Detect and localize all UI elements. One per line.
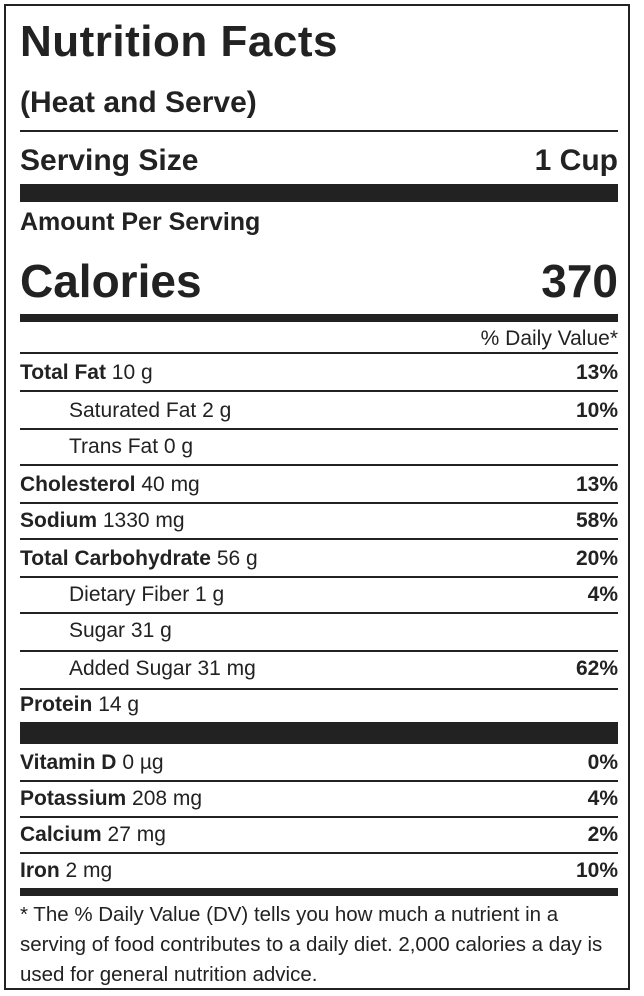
- vitamin-dv: 0%: [587, 750, 618, 774]
- divider: [20, 576, 618, 578]
- nutrient-name: Trans Fat: [69, 434, 159, 458]
- vitamin-row-iron: Iron 2 mg 10%: [20, 852, 618, 888]
- nutrient-row-total-fat: Total Fat 10 g 13%: [20, 354, 618, 390]
- daily-value-header: % Daily Value*: [480, 327, 618, 350]
- vitamin-amount: 0 µg: [122, 750, 164, 774]
- vitamin-name: Potassium: [20, 786, 127, 810]
- vitamin-name: Calcium: [20, 822, 102, 846]
- nutrient-name: Dietary Fiber: [69, 582, 190, 606]
- nutrient-dv: 13%: [575, 360, 618, 384]
- vitamin-dv: 10%: [575, 858, 618, 882]
- thick-divider: [20, 184, 618, 202]
- vitamin-amount: 2 mg: [65, 858, 113, 882]
- nutrient-dv: 58%: [575, 508, 618, 532]
- divider: [20, 688, 618, 690]
- nutrient-amount: 31 g: [130, 618, 172, 642]
- divider: [20, 816, 618, 818]
- nutrient-dv: 13%: [575, 472, 618, 496]
- vitamin-name: Iron: [20, 858, 60, 882]
- divider: [20, 428, 618, 430]
- nutrition-label: Nutrition Facts (Heat and Serve) Serving…: [4, 4, 630, 990]
- nutrient-amount: 1 g: [195, 582, 225, 606]
- nutrient-name: Sugar: [69, 618, 126, 642]
- divider: [20, 538, 618, 540]
- medium-divider: [20, 888, 618, 896]
- divider: [20, 130, 618, 132]
- nutrient-row-sugar: Sugar 31 g: [20, 612, 618, 648]
- nutrient-amount: 0 g: [163, 434, 194, 458]
- divider: [20, 780, 618, 782]
- nutrient-amount: 14 g: [98, 692, 140, 716]
- serving-size-row: Serving Size 1 Cup: [20, 146, 618, 176]
- amount-per-serving: Amount Per Serving: [20, 208, 261, 236]
- medium-divider: [20, 314, 618, 322]
- nutrient-row-sodium: Sodium 1330 mg 58%: [20, 502, 618, 538]
- divider: [20, 612, 618, 614]
- nutrient-name: Saturated Fat: [69, 398, 197, 422]
- nutrient-name: Sodium: [20, 508, 97, 532]
- nutrient-amount: 2 g: [202, 398, 232, 422]
- divider: [20, 650, 618, 652]
- divider: [20, 352, 618, 354]
- divider: [20, 464, 618, 466]
- nutrient-dv: 62%: [575, 656, 618, 680]
- label-title: Nutrition Facts: [20, 17, 338, 66]
- vitamin-row-calcium: Calcium 27 mg 2%: [20, 816, 618, 852]
- nutrient-dv: 20%: [575, 546, 618, 570]
- vitamin-row-vitamin-d: Vitamin D 0 µg 0%: [20, 744, 618, 780]
- nutrient-dv: 10%: [575, 398, 618, 422]
- calories-label: Calories: [20, 255, 202, 307]
- nutrient-name: Cholesterol: [20, 472, 136, 496]
- nutrient-row-dietary-fiber: Dietary Fiber 1 g 4%: [20, 576, 618, 612]
- nutrient-row-total-carbohydrate: Total Carbohydrate 56 g 20%: [20, 540, 618, 576]
- divider: [20, 502, 618, 504]
- nutrient-name: Added Sugar: [69, 656, 192, 680]
- nutrient-row-added-sugar: Added Sugar 31 mg 62%: [20, 650, 618, 686]
- vitamin-amount: 27 mg: [107, 822, 166, 846]
- footnote: * The % Daily Value (DV) tells you how m…: [20, 903, 603, 986]
- nutrient-row-cholesterol: Cholesterol 40 mg 13%: [20, 466, 618, 502]
- serving-size-label: Serving Size: [20, 144, 199, 177]
- vitamin-amount: 208 mg: [132, 786, 203, 810]
- vitamin-name: Vitamin D: [20, 750, 117, 774]
- nutrient-name: Protein: [20, 692, 93, 716]
- vitamin-dv: 2%: [587, 822, 618, 846]
- calories-value: 370: [541, 255, 618, 307]
- divider: [20, 852, 618, 854]
- nutrient-amount: 10 g: [111, 360, 153, 384]
- thick-divider: [20, 722, 618, 744]
- nutrient-amount: 56 g: [216, 546, 258, 570]
- nutrient-name: Total Fat: [20, 360, 106, 384]
- nutrient-row-trans-fat: Trans Fat 0 g: [20, 428, 618, 464]
- nutrient-row-saturated-fat: Saturated Fat 2 g 10%: [20, 392, 618, 428]
- nutrient-amount: 1330 mg: [102, 508, 185, 532]
- vitamin-dv: 4%: [587, 786, 618, 810]
- nutrient-amount: 40 mg: [141, 472, 200, 496]
- vitamin-row-potassium: Potassium 208 mg 4%: [20, 780, 618, 816]
- serving-size-value: 1 Cup: [534, 144, 618, 177]
- calories-row: Calories 370: [20, 258, 618, 304]
- divider: [20, 390, 618, 392]
- nutrient-name: Total Carbohydrate: [20, 546, 211, 570]
- nutrient-dv: 4%: [587, 582, 618, 606]
- label-subtitle: (Heat and Serve): [20, 86, 257, 119]
- nutrient-amount: 31 mg: [197, 656, 256, 680]
- nutrient-row-protein: Protein 14 g: [20, 686, 618, 722]
